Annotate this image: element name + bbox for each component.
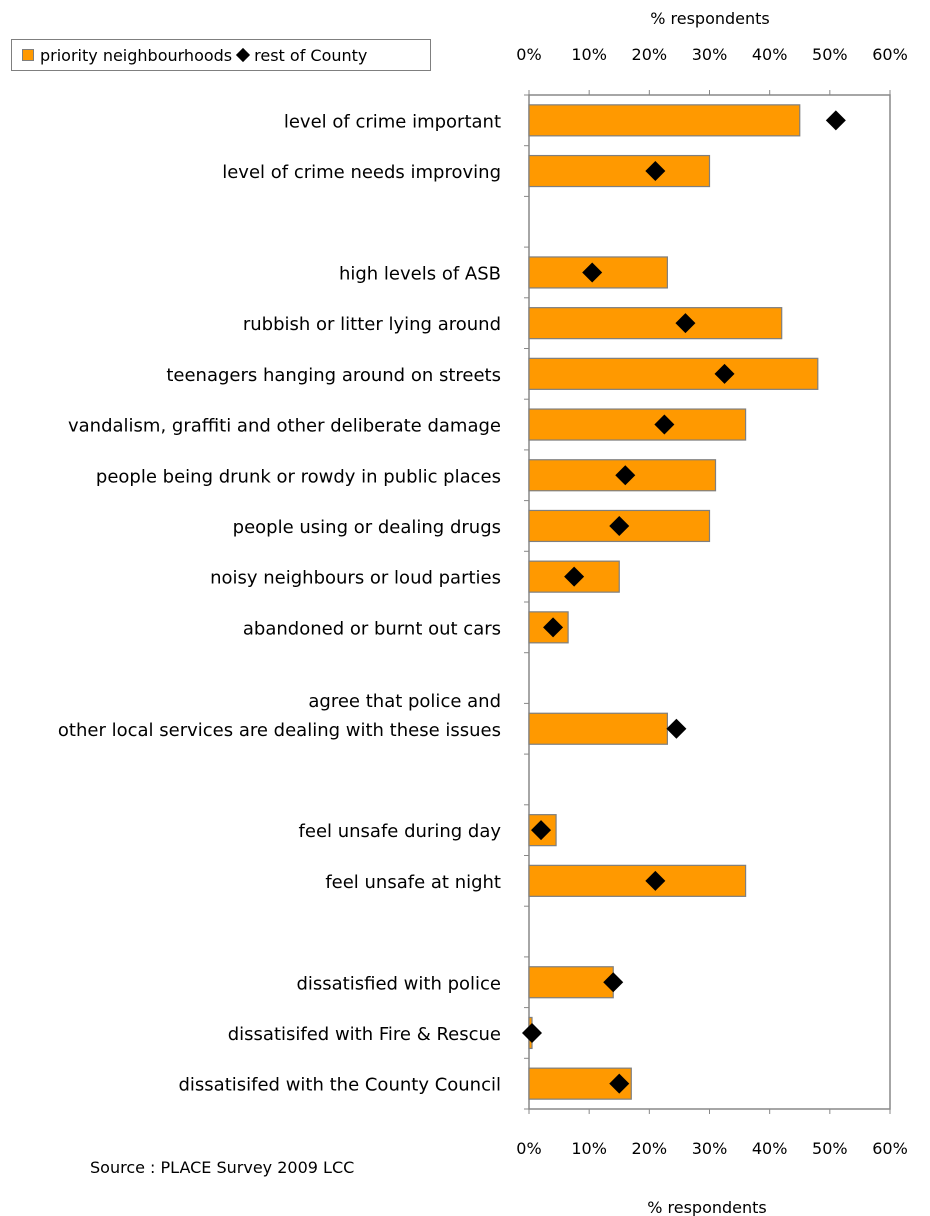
legend-label-rest: rest of County <box>254 45 368 65</box>
category-labels: level of crime important level of crime n… <box>58 111 501 1095</box>
x-tick-label-top: 50% <box>812 45 848 64</box>
category-label: agree that police and other local service… <box>58 691 501 741</box>
category-label: vandalism, graffiti and other deliberate… <box>68 416 501 437</box>
marker-rest-of-county <box>675 313 696 334</box>
bar-priority-neighbourhoods <box>528 712 668 745</box>
category-label: feel unsafe at night <box>325 872 501 893</box>
bar-priority-neighbourhoods <box>528 966 614 999</box>
bar-priority-neighbourhoods <box>528 357 819 390</box>
marker-rest-of-county <box>609 515 630 536</box>
y-tick-marks <box>524 94 529 1110</box>
x-tick-label-bottom: 0% <box>516 1139 541 1158</box>
x-tick-label-bottom: 40% <box>752 1139 788 1158</box>
source-note: Source : PLACE Survey 2009 LCC <box>90 1158 355 1177</box>
legend-diamond-icon <box>236 47 251 63</box>
x-tick-label-bottom: 50% <box>812 1139 848 1158</box>
marker-rest-of-county <box>615 465 636 486</box>
plot-area <box>528 94 891 1110</box>
category-label: dissatisifed with Fire & Rescue <box>228 1024 501 1045</box>
chart-legend: priority neighbourhoods rest of County <box>11 39 431 71</box>
x-tick-label-top: 30% <box>692 45 728 64</box>
bar-priority-neighbourhoods <box>528 154 711 188</box>
x-ticks-top: 0% 10% 20% 30% 40% 50% 60% <box>516 45 908 95</box>
category-label: teenagers hanging around on streets <box>166 365 501 386</box>
x-tick-label-top: 40% <box>752 45 788 64</box>
x-tick-label-bottom: 20% <box>632 1139 668 1158</box>
marker-rest-of-county <box>825 110 846 131</box>
category-label: high levels of ASB <box>339 263 501 284</box>
category-label: abandoned or burnt out cars <box>243 618 501 639</box>
marker-rest-of-county <box>714 363 735 384</box>
marker-rest-of-county <box>543 617 564 638</box>
x-tick-label-top: 0% <box>516 45 541 64</box>
x-tick-label-top: 10% <box>571 45 607 64</box>
x-tick-label-bottom: 10% <box>571 1139 607 1158</box>
series-priority-neighbourhoods <box>528 104 819 1100</box>
legend-label-priority: priority neighbourhoods <box>40 45 233 65</box>
marker-rest-of-county <box>522 1022 543 1043</box>
category-label: level of crime important <box>284 111 501 132</box>
marker-rest-of-county <box>531 820 552 841</box>
marker-rest-of-county <box>654 414 675 435</box>
x-tick-label-top: 60% <box>872 45 908 64</box>
marker-rest-of-county <box>645 870 666 891</box>
category-label: level of crime needs improving <box>222 162 501 183</box>
category-label: people being drunk or rowdy in public pl… <box>96 466 501 487</box>
series-rest-of-county <box>522 110 846 1094</box>
bar-priority-neighbourhoods <box>528 864 747 897</box>
x-tick-label-bottom: 30% <box>692 1139 728 1158</box>
marker-rest-of-county <box>603 972 624 993</box>
marker-rest-of-county <box>582 262 603 283</box>
bar-priority-neighbourhoods <box>528 408 747 441</box>
category-label: people using or dealing drugs <box>233 517 501 538</box>
x-tick-label-top: 20% <box>632 45 668 64</box>
marker-rest-of-county <box>609 1073 630 1094</box>
x-axis-title-top: % respondents <box>650 9 770 28</box>
marker-rest-of-county <box>645 161 666 182</box>
x-tick-label-bottom: 60% <box>872 1139 908 1158</box>
category-label: noisy neighbours or loud parties <box>210 568 501 589</box>
marker-rest-of-county <box>564 566 585 587</box>
x-ticks-bottom: 0% 10% 20% 30% 40% 50% 60% <box>516 1109 908 1158</box>
x-axis-title-bottom: % respondents <box>647 1198 767 1216</box>
bar-priority-neighbourhoods <box>528 307 783 340</box>
category-label: dissatisifed with the County Council <box>178 1075 501 1096</box>
marker-rest-of-county <box>666 718 687 739</box>
category-label: rubbish or litter lying around <box>243 314 501 335</box>
category-label: dissatisfied with police <box>296 973 501 994</box>
legend-swatch-priority <box>22 49 34 61</box>
bar-priority-neighbourhoods <box>528 104 801 137</box>
category-label: feel unsafe during day <box>299 821 502 842</box>
